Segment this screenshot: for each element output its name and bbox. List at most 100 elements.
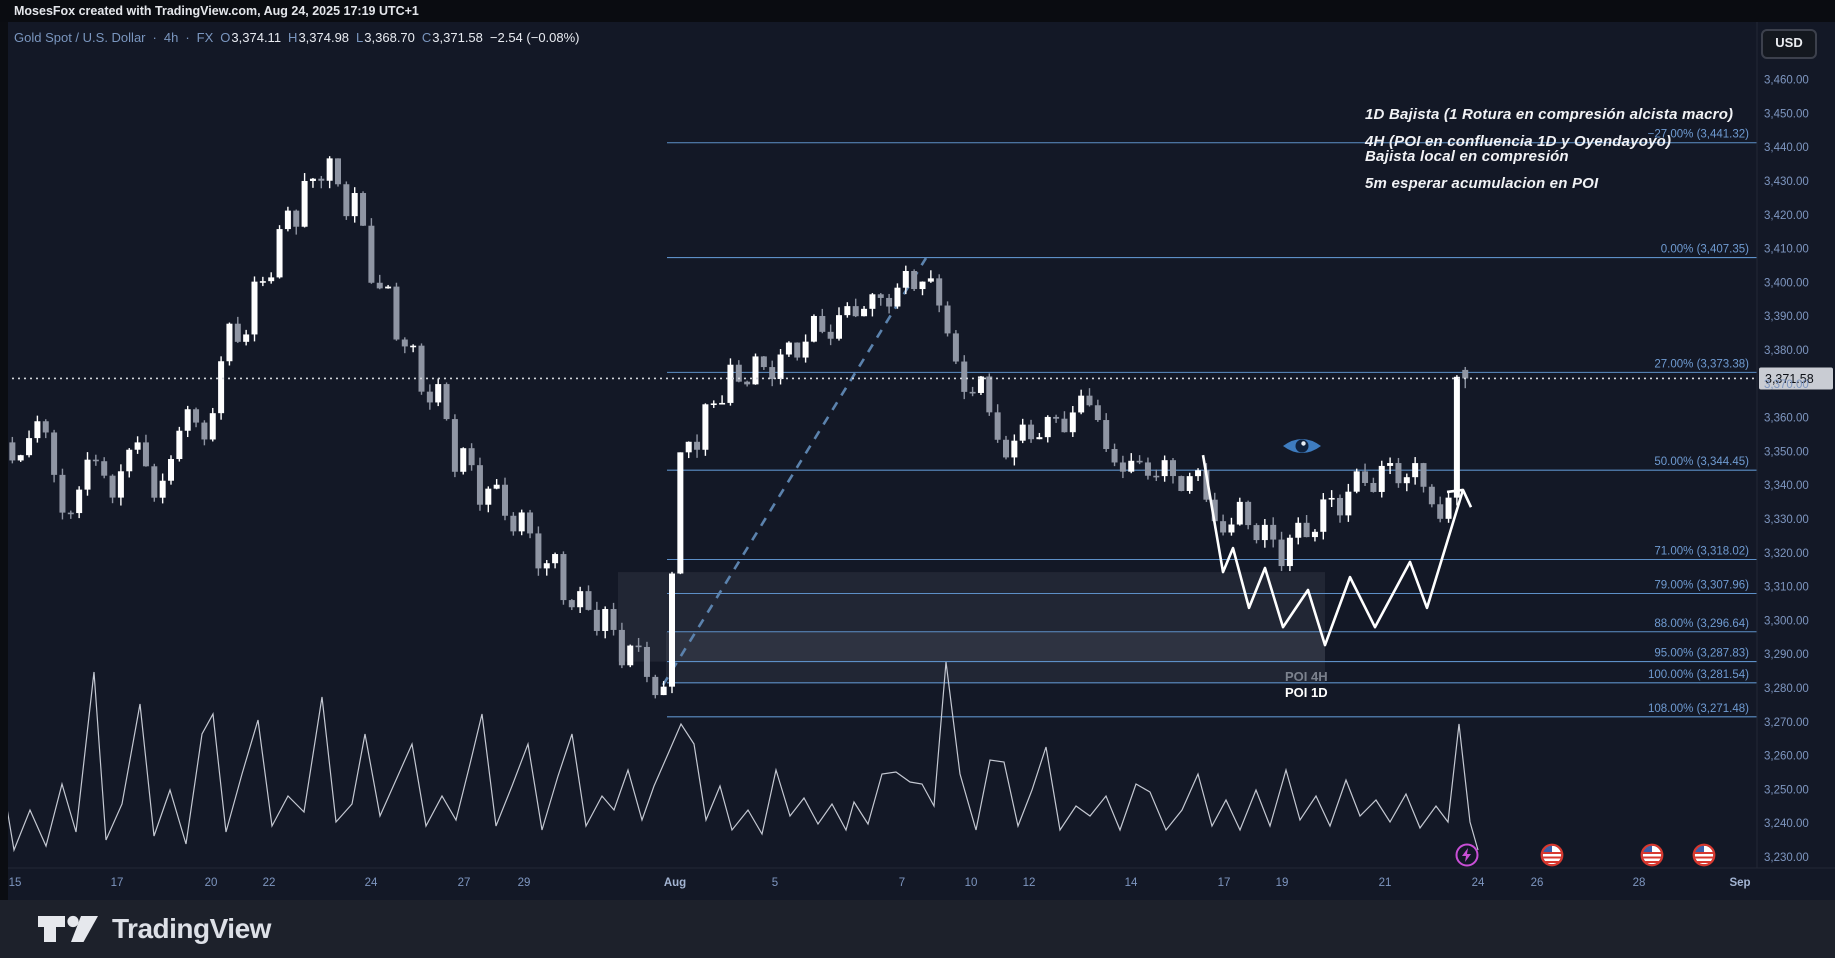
- fib-level-label: 88.00% (3,296.64): [1654, 618, 1749, 630]
- candle-body: [1003, 439, 1009, 458]
- tradingview-logo[interactable]: TradingView: [36, 912, 271, 946]
- candle-body: [669, 573, 675, 687]
- projection-zigzag-drawing[interactable]: [1201, 454, 1473, 647]
- candle-body: [552, 554, 559, 564]
- candle-body: [1061, 418, 1068, 433]
- price-axis-label: 3,290.00: [1764, 649, 1809, 661]
- price-axis-label: 3,460.00: [1764, 75, 1809, 87]
- candle-body: [1069, 412, 1076, 433]
- candle-body: [184, 409, 191, 431]
- candle-body: [677, 452, 684, 574]
- lightning-bolt-glyph: [1462, 848, 1471, 862]
- fib-level-label: 0.00% (3,407.35): [1661, 244, 1749, 256]
- candle-body: [510, 515, 517, 532]
- candle-body: [84, 459, 91, 490]
- symbol-title[interactable]: Gold Spot / U.S. Dollar: [14, 30, 146, 45]
- fib-level-label: 50.00% (3,344.45): [1654, 456, 1749, 468]
- candle-body: [685, 441, 692, 453]
- candle-body: [927, 278, 934, 282]
- annotation-4h-poi: 4H (POI en confluencia 1D y Oyendayoyo): [1365, 133, 1672, 150]
- candle-body: [109, 475, 116, 498]
- candle-body: [593, 609, 600, 631]
- candle-body: [836, 315, 842, 339]
- candlestick-chart-canvas[interactable]: −27.00% (3,441.32) 0.00% (3,407.35) 27.00%…: [8, 22, 1835, 900]
- fib-level-label: 108.00% (3,271.48): [1648, 703, 1749, 715]
- attribution-text: MosesFox created with TradingView.com, A…: [14, 4, 419, 18]
- candle-body: [1136, 460, 1143, 463]
- eye-icon: [1283, 438, 1321, 453]
- zigzag-path[interactable]: [1201, 454, 1465, 647]
- price-axis-label: 3,420.00: [1764, 210, 1809, 222]
- candle-body: [952, 333, 959, 362]
- candle-body: [1378, 465, 1385, 492]
- candle-body: [618, 629, 625, 666]
- poi-zone-boxes[interactable]: [618, 572, 1325, 683]
- price-axis-label: 3,430.00: [1764, 176, 1809, 188]
- current-price-line: 3,371.58: [8, 367, 1833, 390]
- candle-body: [485, 488, 492, 505]
- time-axis[interactable]: 15 17 20 22 24 27 29 Aug 5 7 10 12 14 17 19 21 24 26 28 Sep: [8, 867, 1835, 889]
- annotation-local-bias: Bajista local en compresión: [1365, 148, 1569, 165]
- candle-body: [92, 459, 99, 462]
- annotation-1d-bias: 1D Bajista (1 Rotura en compresión alcis…: [1365, 106, 1734, 123]
- candle-body: [777, 354, 784, 380]
- candle-body: [385, 286, 392, 289]
- candle-body: [660, 686, 667, 696]
- attribution-bar: MosesFox created with TradingView.com, A…: [0, 0, 1835, 22]
- interval-label[interactable]: 4h: [163, 30, 179, 45]
- candle-body: [794, 342, 801, 358]
- current-price-label-box: [1759, 367, 1833, 390]
- candle-body: [694, 441, 701, 450]
- candlestick-series[interactable]: [8, 156, 1469, 699]
- annotation-5m-plan: 5m esperar acumulacion en POI: [1365, 175, 1599, 192]
- candle-body: [1337, 497, 1343, 516]
- time-axis-label: 21: [1379, 877, 1392, 889]
- fib-level-label: 79.00% (3,307.96): [1654, 579, 1749, 591]
- candle-body: [1128, 460, 1135, 472]
- candle-body: [1295, 522, 1302, 538]
- candle-body: [293, 210, 300, 227]
- candle-body: [1119, 462, 1126, 472]
- candle-body: [1195, 470, 1202, 477]
- candle-body: [343, 184, 350, 217]
- candle-body: [1161, 460, 1168, 477]
- price-axis-label: 3,390.00: [1764, 311, 1809, 323]
- candle-body: [1345, 491, 1352, 516]
- us-flag-glyph: [1542, 845, 1562, 863]
- eye-iris: [1295, 439, 1309, 453]
- candle-body: [560, 554, 567, 601]
- poi-box[interactable]: [618, 572, 1325, 662]
- price-axis[interactable]: 3,460.00 3,450.00 3,440.00 3,430.00 3,420.00…: [1756, 22, 1809, 868]
- symbol-info-bar[interactable]: Gold Spot / U.S. Dollar · 4h · FX O3,374…: [14, 30, 580, 45]
- candle-body: [969, 391, 976, 394]
- candle-body: [1094, 405, 1101, 421]
- candle-body: [243, 334, 250, 342]
- candle-body: [1353, 471, 1360, 492]
- candle-body: [1395, 463, 1402, 484]
- time-axis-label: 29: [518, 877, 531, 889]
- price-axis-label: 3,260.00: [1764, 751, 1809, 763]
- price-axis-label: 3,280.00: [1764, 683, 1809, 695]
- candle-body: [176, 430, 183, 460]
- candle-body: [284, 210, 291, 230]
- candle-body: [101, 461, 108, 476]
- candle-body: [1144, 462, 1151, 476]
- currency-unit-button[interactable]: USD: [1761, 29, 1817, 59]
- candle-body: [26, 438, 33, 456]
- price-axis-label: 3,450.00: [1764, 108, 1809, 120]
- candle-body: [368, 225, 375, 283]
- candle-body: [1011, 440, 1018, 458]
- candle-body: [493, 484, 500, 489]
- candle-body: [1278, 539, 1285, 567]
- time-axis-label: 5: [772, 877, 778, 889]
- candle-body: [735, 364, 742, 382]
- candle-body: [9, 442, 16, 461]
- candle-body: [1270, 524, 1277, 540]
- fib-level-label: 27.00% (3,373.38): [1654, 358, 1749, 370]
- time-axis-label: 12: [1023, 877, 1036, 889]
- poi-box[interactable]: [666, 631, 1325, 683]
- fib-retracement[interactable]: −27.00% (3,441.32) 0.00% (3,407.35) 27.00%…: [667, 129, 1757, 718]
- price-axis-label: 3,310.00: [1764, 582, 1809, 594]
- economic-event-icons[interactable]: [1455, 843, 1716, 867]
